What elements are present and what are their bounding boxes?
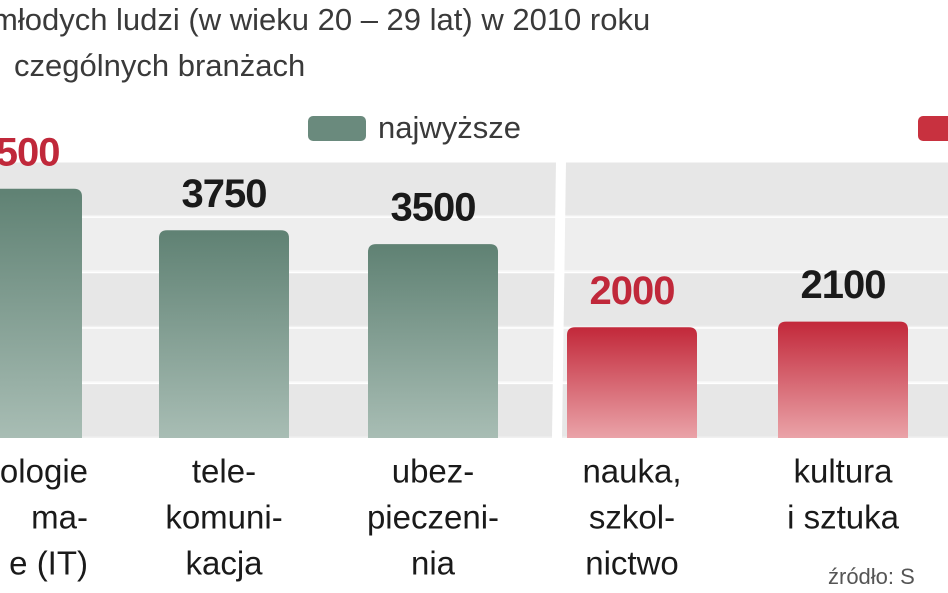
bar <box>0 188 82 438</box>
x-tick-label: komuni- <box>165 499 282 536</box>
legend-label: najwyższe <box>378 110 521 145</box>
bar <box>368 244 498 438</box>
chart-subtitle: czególnych branżach <box>14 48 305 83</box>
x-tick-label: pieczeni- <box>367 499 499 536</box>
value-label: 3500 <box>391 186 476 230</box>
source: źródło: S <box>828 564 915 589</box>
bar <box>159 230 289 438</box>
x-tick-label: kultura <box>793 453 893 490</box>
value-label: 2000 <box>590 269 675 313</box>
value-label: 2100 <box>801 263 886 307</box>
legend-swatch <box>918 116 948 141</box>
x-tick-label: ologie <box>0 453 88 490</box>
x-tick-label: e (IT) <box>9 545 88 582</box>
x-tick-label: szkol- <box>589 499 675 536</box>
chart-title: młodych ludzi (w wieku 20 – 29 lat) w 20… <box>0 2 650 37</box>
x-tick-label: nauka, <box>582 453 681 490</box>
x-tick-label: ma- <box>31 499 88 536</box>
value-label: 4500 <box>0 130 59 174</box>
grid-band <box>0 161 948 217</box>
x-tick-label: nictwo <box>585 545 679 582</box>
x-tick-label: kacja <box>185 545 263 582</box>
x-tick-label: ubez- <box>392 453 475 490</box>
value-label: 3750 <box>182 172 267 216</box>
bar <box>567 327 697 438</box>
x-tick-label: i sztuka <box>787 499 900 536</box>
x-tick-label: tele- <box>192 453 256 490</box>
bar <box>778 321 908 438</box>
x-tick-label: nia <box>411 545 456 582</box>
legend-swatch <box>308 116 366 141</box>
divider <box>552 161 566 438</box>
